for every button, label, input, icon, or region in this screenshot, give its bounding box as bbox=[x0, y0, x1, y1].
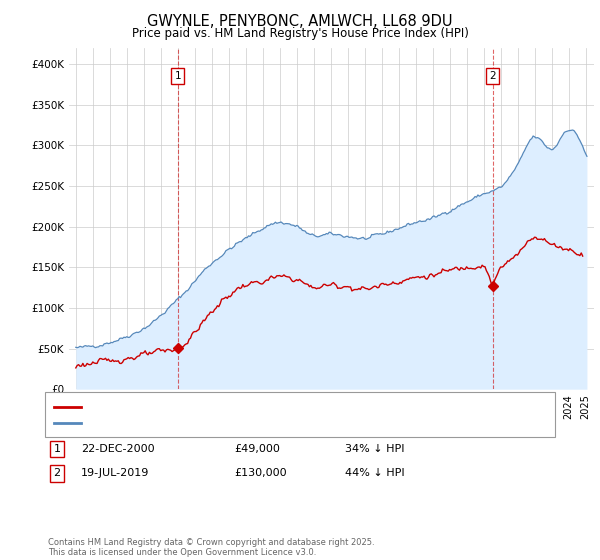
Text: GWYNLE, PENYBONC, AMLWCH, LL68 9DU: GWYNLE, PENYBONC, AMLWCH, LL68 9DU bbox=[147, 14, 453, 29]
Text: 1: 1 bbox=[175, 71, 181, 81]
Text: GWYNLE, PENYBONC, AMLWCH, LL68 9DU (detached house): GWYNLE, PENYBONC, AMLWCH, LL68 9DU (deta… bbox=[86, 402, 398, 412]
Text: £49,000: £49,000 bbox=[234, 444, 280, 454]
Text: HPI: Average price, detached house, Isle of Anglesey: HPI: Average price, detached house, Isle… bbox=[86, 418, 361, 428]
Text: 22-DEC-2000: 22-DEC-2000 bbox=[81, 444, 155, 454]
Text: 44% ↓ HPI: 44% ↓ HPI bbox=[345, 468, 404, 478]
Text: 34% ↓ HPI: 34% ↓ HPI bbox=[345, 444, 404, 454]
Text: Price paid vs. HM Land Registry's House Price Index (HPI): Price paid vs. HM Land Registry's House … bbox=[131, 27, 469, 40]
Text: 1: 1 bbox=[53, 444, 61, 454]
Text: 2: 2 bbox=[53, 468, 61, 478]
Text: 2: 2 bbox=[490, 71, 496, 81]
Text: 19-JUL-2019: 19-JUL-2019 bbox=[81, 468, 149, 478]
Text: Contains HM Land Registry data © Crown copyright and database right 2025.
This d: Contains HM Land Registry data © Crown c… bbox=[48, 538, 374, 557]
Text: £130,000: £130,000 bbox=[234, 468, 287, 478]
